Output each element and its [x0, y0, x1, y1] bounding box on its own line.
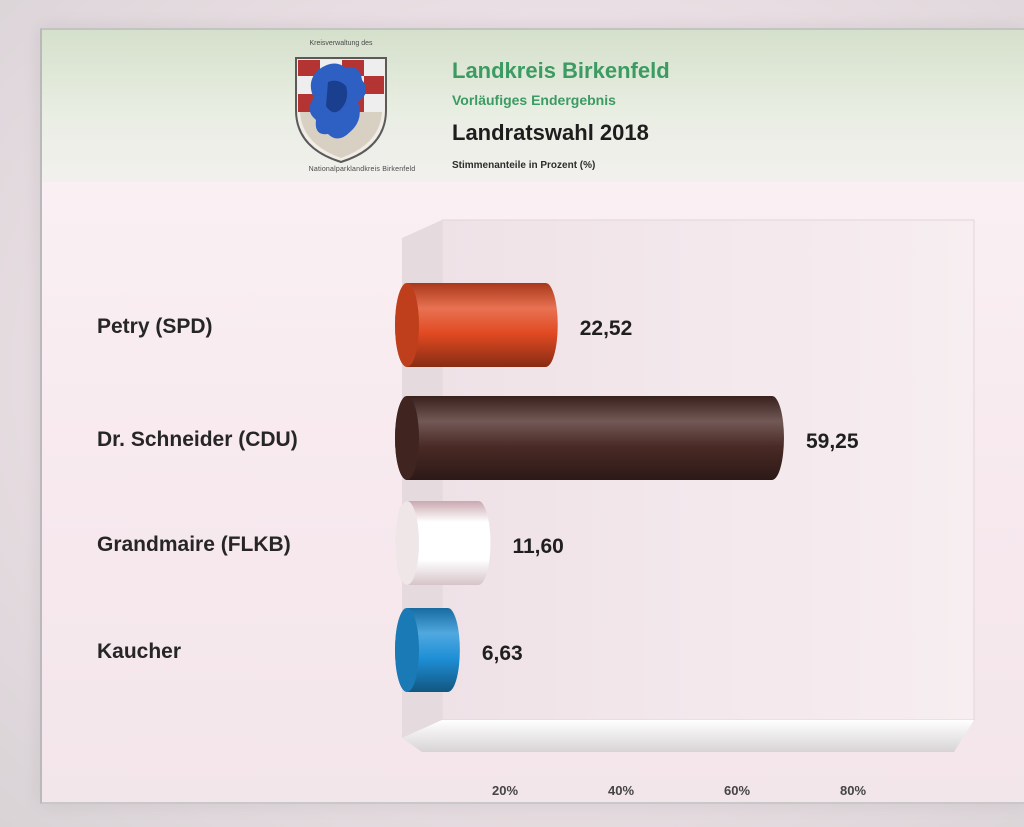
crest-top-text: Kreisverwaltung des	[309, 40, 373, 47]
x-tick-label: 20%	[492, 783, 518, 798]
data-label: 22,52	[580, 317, 633, 340]
bar	[395, 283, 558, 367]
header-band	[42, 30, 1024, 182]
data-label: 59,25	[806, 430, 859, 453]
x-tick-label: 40%	[608, 783, 634, 798]
slide: Kreisverwaltung des Nationalparklandkrei…	[40, 28, 1024, 804]
category-label: Petry (SPD)	[97, 315, 213, 338]
category-label: Dr. Schneider (CDU)	[97, 428, 298, 451]
bar	[395, 396, 784, 480]
data-label: 6,63	[482, 642, 523, 665]
page-title: Landkreis Birkenfeld	[452, 58, 670, 83]
chart-heading: Landratswahl 2018	[452, 120, 649, 145]
bar-end-cap	[395, 608, 419, 692]
crest-caption: Nationalparklandkreis Birkenfeld	[308, 166, 416, 173]
unit-note: Stimmenanteile in Prozent (%)	[452, 160, 596, 171]
x-tick-label: 80%	[840, 783, 866, 798]
bar-chart: Petry (SPD) 22,52 Dr. Schneider (CDU) 59,25…	[97, 219, 975, 798]
page-subtitle: Vorläufiges Endergebnis	[452, 92, 616, 108]
bar-end-cap	[395, 283, 419, 367]
bar-end-cap	[395, 501, 419, 585]
bar-end-cap	[395, 396, 419, 480]
x-tick-label: 60%	[724, 783, 750, 798]
coat-of-arms-logo	[295, 57, 387, 164]
bar	[395, 501, 491, 585]
category-label: Kaucher	[97, 640, 181, 663]
category-label: Grandmaire (FLKB)	[97, 533, 291, 556]
data-label: 11,60	[512, 535, 563, 558]
